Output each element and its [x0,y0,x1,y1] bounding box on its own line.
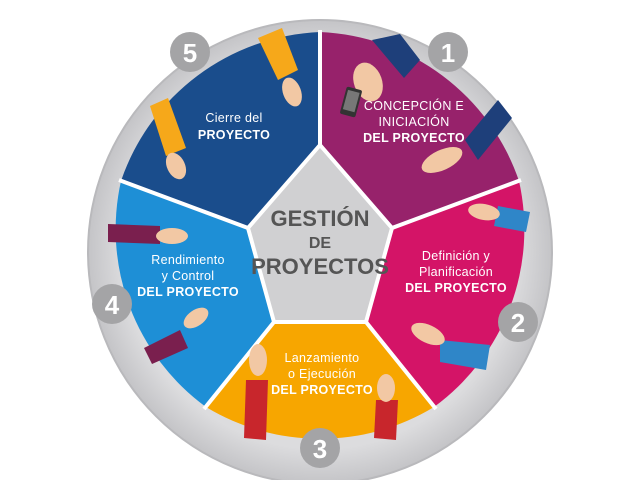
svg-text:o Ejecución: o Ejecución [288,367,356,381]
svg-text:3: 3 [313,434,327,464]
phase-number-badge-2: 2 [498,302,538,342]
phase-number-badge-3: 3 [300,428,340,468]
center-title-line2: DE [309,235,332,252]
svg-text:1: 1 [441,38,455,68]
svg-text:Definición y: Definición y [422,249,491,263]
segment-dividers [118,30,522,411]
svg-text:5: 5 [183,38,197,68]
svg-text:DEL PROYECTO: DEL PROYECTO [137,285,239,299]
svg-text:DEL PROYECTO: DEL PROYECTO [271,383,373,397]
svg-text:Planificación: Planificación [419,265,493,279]
phase-label-1: CONCEPCIÓN E INICIACIÓN DEL PROYECTO [363,98,465,145]
hand-icon [421,100,512,173]
phase-number-badge-5: 5 [170,32,210,72]
phase-label-3: Lanzamiento o Ejecución DEL PROYECTO [271,351,373,397]
phase-label-4: Rendimiento y Control DEL PROYECTO [137,253,239,299]
hand-icon [411,322,490,370]
center-title-line3: PROYECTOS [251,254,389,279]
phase-number-badge-1: 1 [428,32,468,72]
svg-text:CONCEPCIÓN E: CONCEPCIÓN E [364,98,464,113]
svg-text:y Control: y Control [162,269,215,283]
svg-text:Lanzamiento: Lanzamiento [285,351,360,365]
hand-icon [258,28,302,107]
hand-icon [108,224,188,244]
svg-text:Rendimiento: Rendimiento [151,253,224,267]
phase-number-badge-4: 4 [92,284,132,324]
hand-icon [144,307,209,364]
hand-icon [374,374,398,440]
hand-icon [244,344,268,440]
hand-icon [150,98,187,180]
hand-icon [468,203,530,232]
svg-text:4: 4 [105,290,120,320]
phone-icon [340,86,362,118]
phase-label-2: Definición y Planificación DEL PROYECTO [405,249,507,295]
svg-text:2: 2 [511,308,525,338]
svg-text:DEL PROYECTO: DEL PROYECTO [405,281,507,295]
center-title-line1: GESTIÓN [270,206,369,231]
center-pentagon [245,141,395,324]
svg-text:INICIACIÓN: INICIACIÓN [378,114,449,129]
svg-text:PROYECTO: PROYECTO [198,128,270,142]
svg-text:Cierre del: Cierre del [205,111,262,125]
phase-label-5: Cierre del PROYECTO [198,111,270,142]
phase-segment-5[interactable] [121,32,320,228]
svg-text:DEL PROYECTO: DEL PROYECTO [363,131,465,145]
